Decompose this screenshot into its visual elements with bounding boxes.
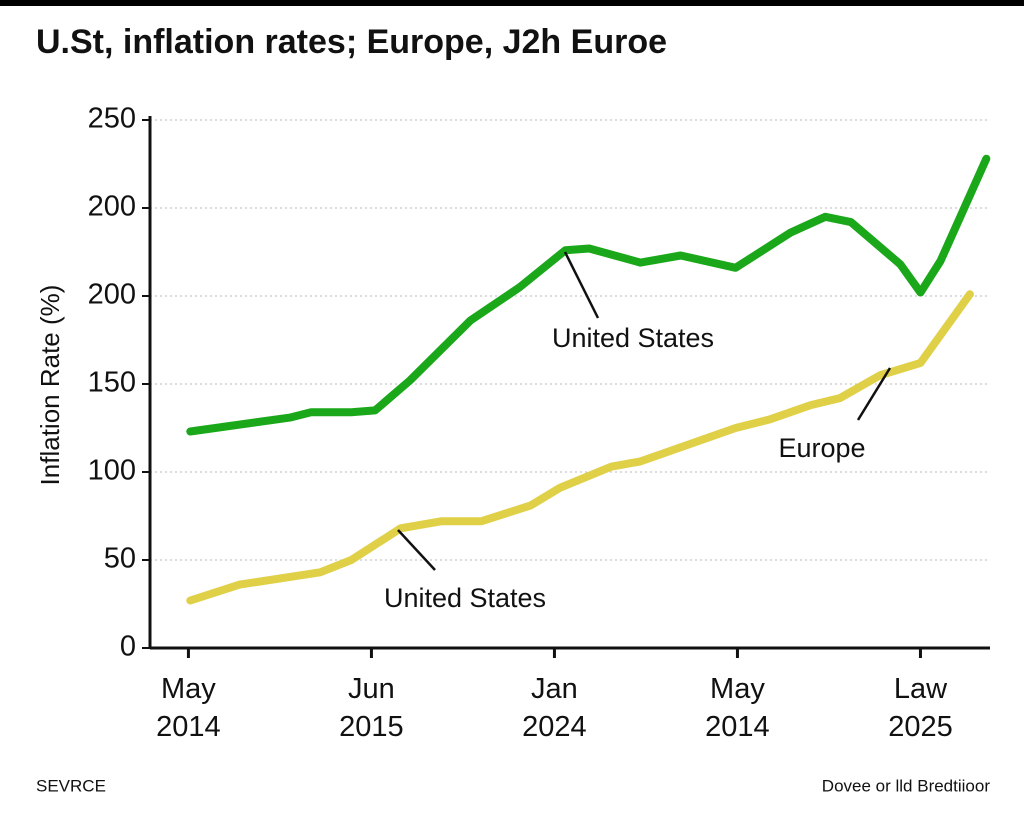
- y-axis-label: Inflation Rate (%): [35, 285, 65, 486]
- x-tick-label: Jan 2024: [522, 673, 587, 743]
- annotation: Europe: [778, 433, 865, 463]
- y-tick-label: 200: [88, 279, 136, 311]
- chart-title: U.St, inflation rates; Europe, J2h Euroe: [36, 23, 667, 61]
- y-tick-label: 200: [88, 191, 136, 223]
- y-tick-label: 150: [88, 367, 136, 399]
- annotation: United States: [384, 583, 546, 613]
- y-tick-label: 100: [88, 455, 136, 487]
- y-tick-label: 250: [88, 103, 136, 135]
- source: SEVRCE: [36, 776, 106, 795]
- x-tick-label: May 2014: [156, 673, 221, 743]
- annotation-pointer: [563, 251, 600, 319]
- line-series: [186, 154, 991, 436]
- x-tick-label: Law 2025: [888, 673, 953, 743]
- line-series: [186, 290, 974, 605]
- top-bar: [0, 0, 1024, 6]
- x-tick-label: May 2014: [705, 673, 770, 743]
- annotation: United States: [552, 323, 714, 353]
- y-tick-label: 50: [104, 543, 136, 575]
- credit: Dovee or lld Bredtiioor: [822, 776, 991, 795]
- annotation-pointer: [856, 367, 892, 421]
- annotation-pointer: [397, 529, 436, 571]
- x-tick-label: Jun 2015: [339, 673, 404, 743]
- y-tick-label: 0: [120, 631, 136, 663]
